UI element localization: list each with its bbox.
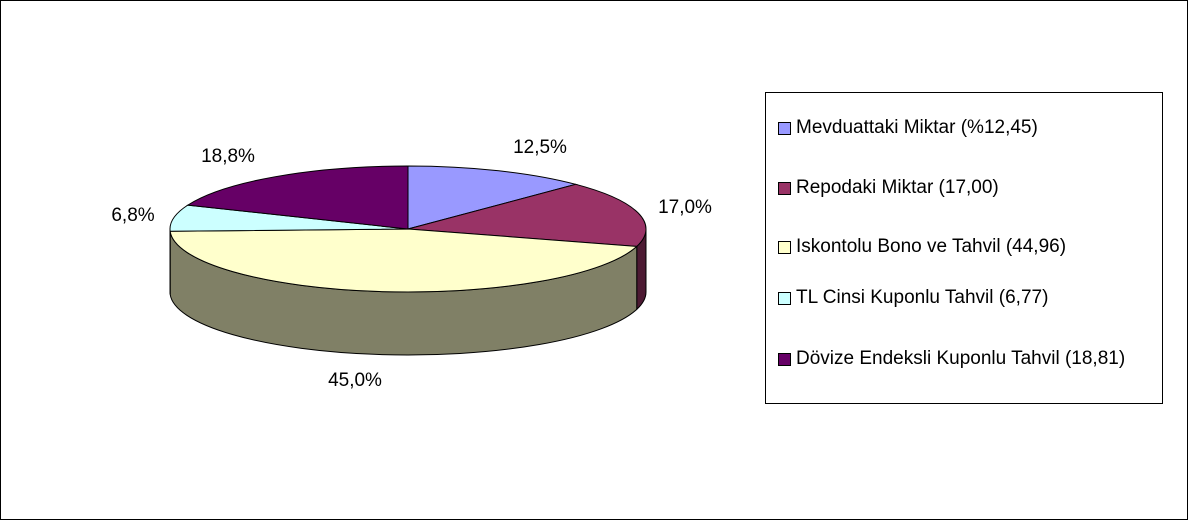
legend-swatch — [778, 241, 791, 254]
legend-label: Repodaki Miktar (17,00) — [796, 177, 999, 198]
legend-swatch — [778, 292, 791, 305]
pie-slice — [407, 165, 578, 230]
legend-item: Mevduattaki Miktar (%12,45) — [778, 116, 1158, 140]
data-label: 6,8% — [111, 205, 154, 226]
legend-item: TL Cinsi Kuponlu Tahvil (6,77) — [778, 286, 1158, 310]
data-label: 45,0% — [328, 370, 382, 391]
legend-item: Iskontolu Bono ve Tahvil (44,96) — [778, 235, 1158, 259]
legend-swatch — [778, 353, 791, 366]
legend-label: Dövize Endeksli Kuponlu Tahvil (18,81) — [796, 348, 1126, 369]
pie-slice — [169, 228, 638, 293]
data-label: 12,5% — [513, 137, 567, 158]
data-label: 17,0% — [658, 197, 712, 218]
legend-item: Repodaki Miktar (17,00) — [778, 176, 1158, 200]
data-label: 18,8% — [201, 146, 255, 167]
pie-slice — [407, 183, 647, 247]
legend-label: Iskontolu Bono ve Tahvil (44,96) — [796, 236, 1067, 257]
legend-swatch — [778, 122, 791, 135]
legend-swatch — [778, 182, 791, 195]
pie-slice — [186, 165, 409, 230]
legend-label: TL Cinsi Kuponlu Tahvil (6,77) — [796, 287, 1049, 308]
legend-label: Mevduattaki Miktar (%12,45) — [796, 117, 1038, 138]
legend: Mevduattaki Miktar (%12,45) Repodaki Mikt… — [765, 92, 1163, 404]
legend-item: Dövize Endeksli Kuponlu Tahvil (18,81) — [778, 347, 1158, 371]
